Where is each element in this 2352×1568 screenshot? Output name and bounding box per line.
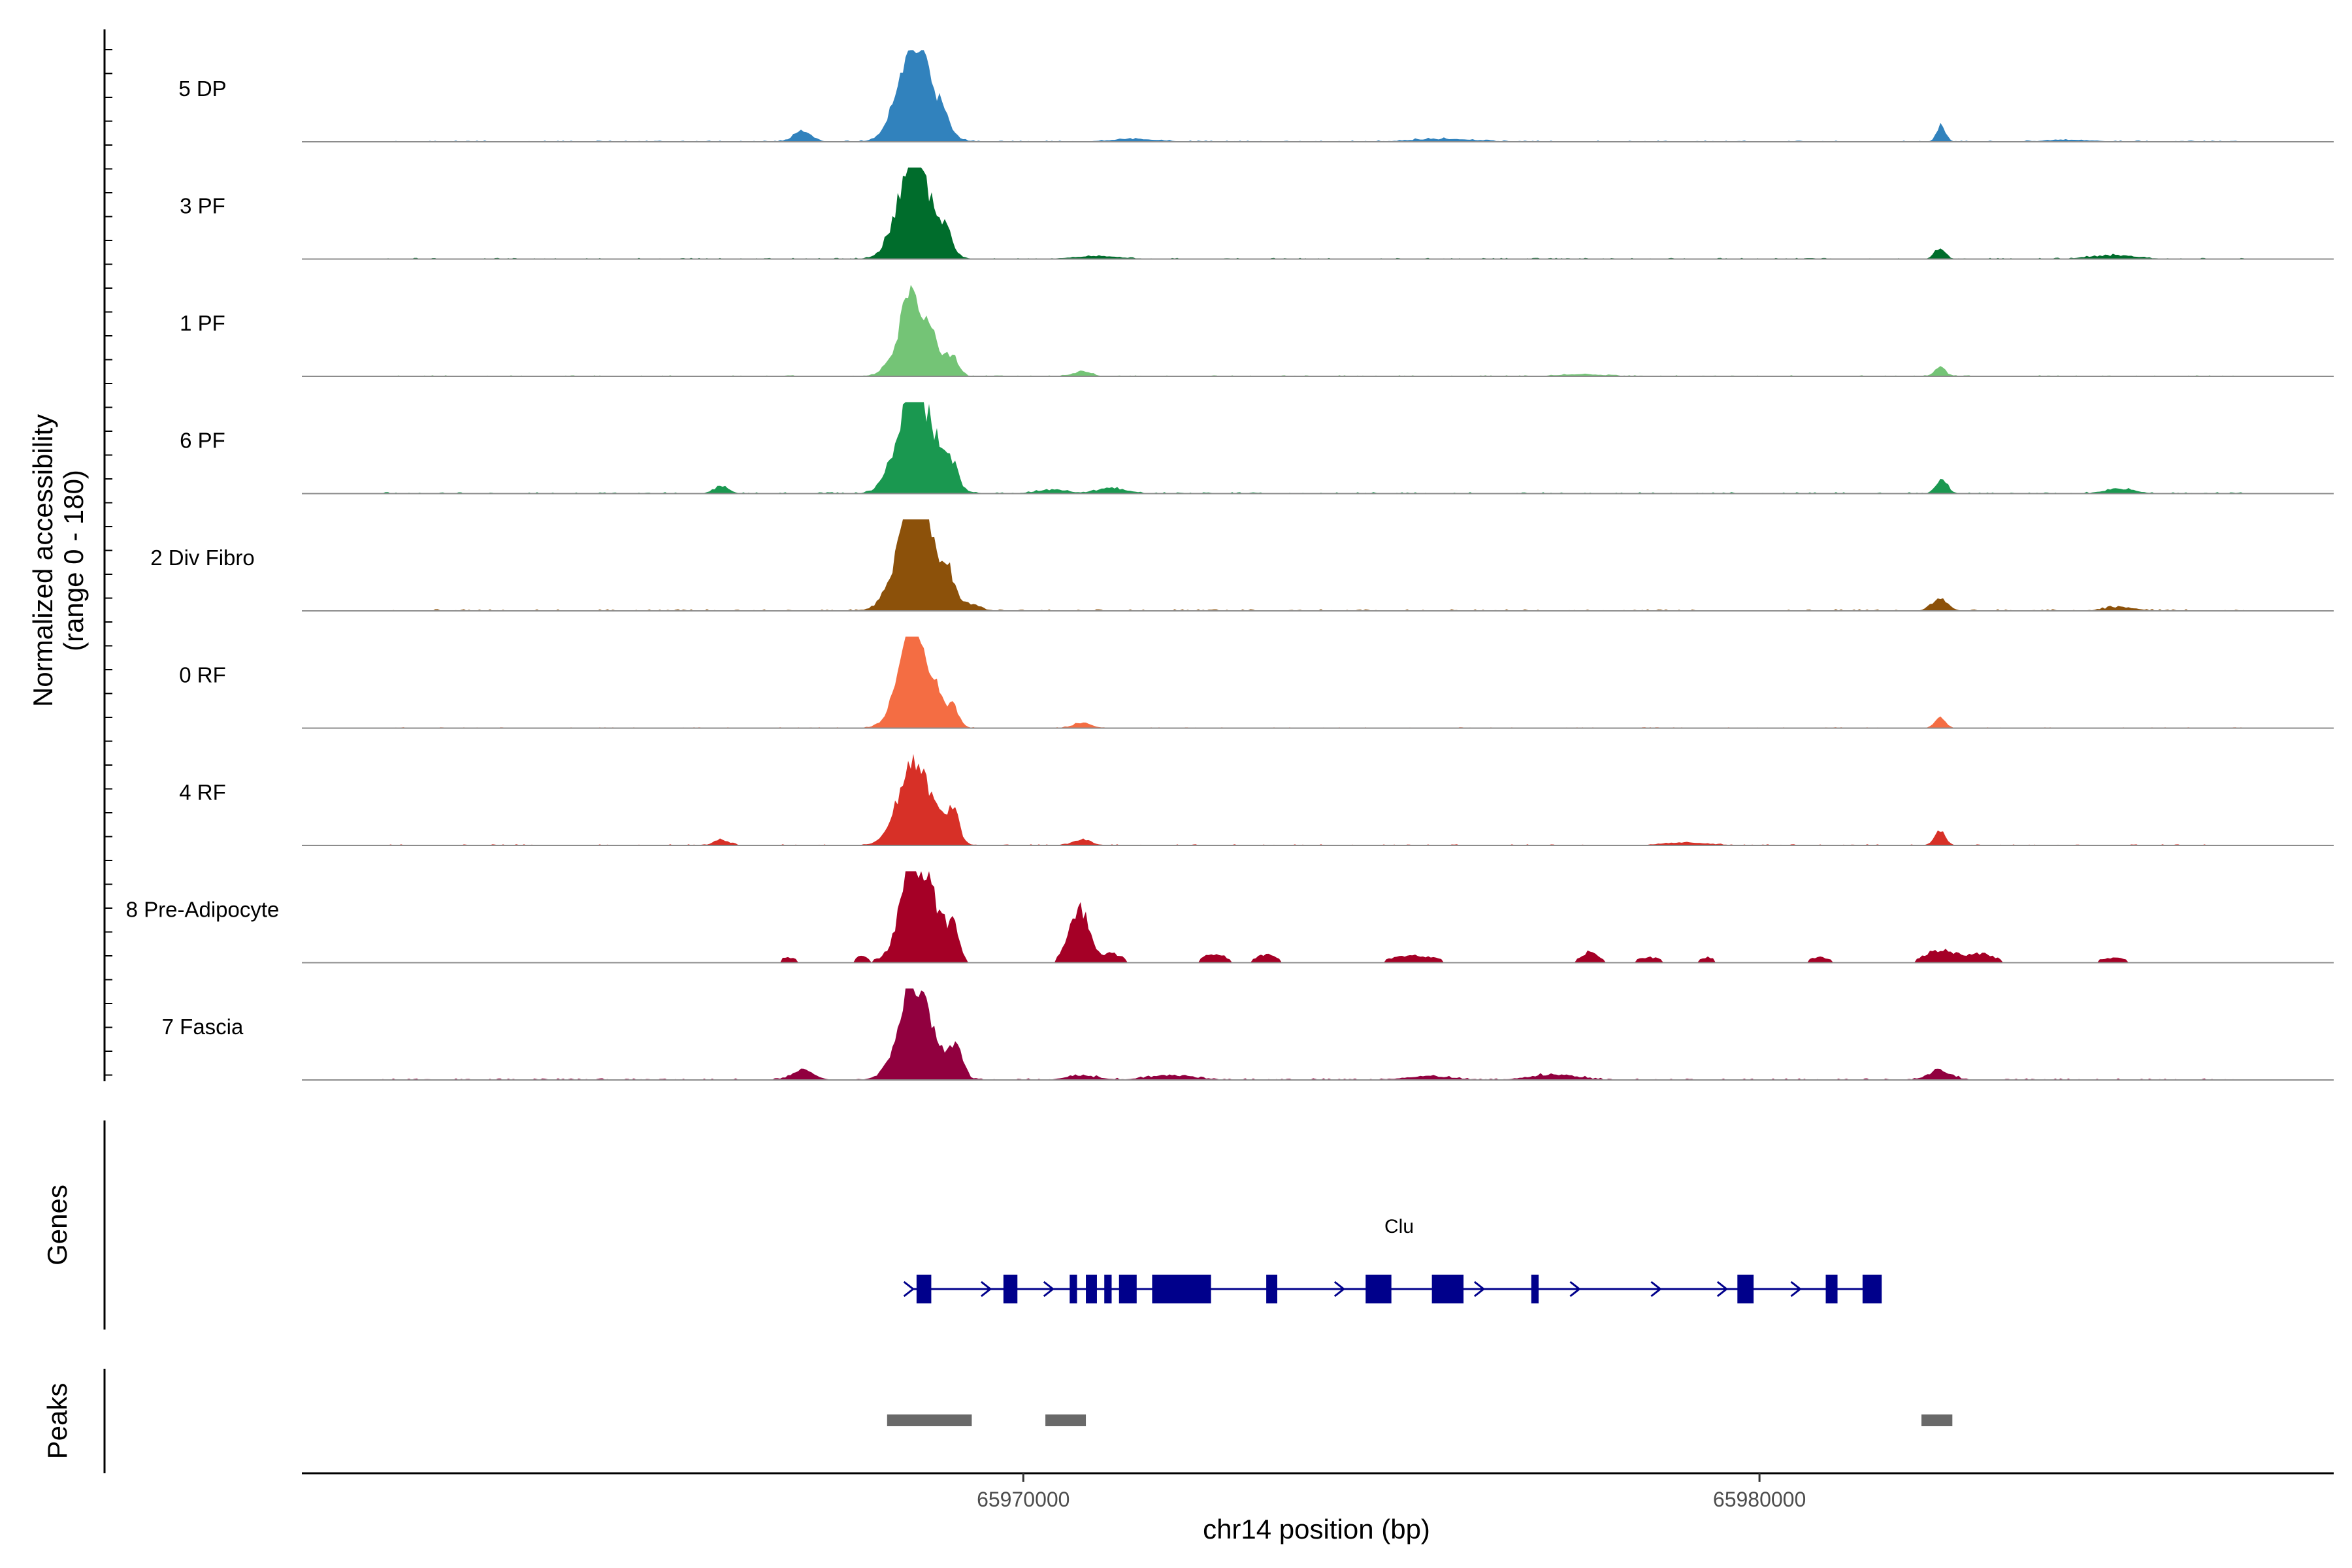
genes-panel-label: Genes (42, 1184, 73, 1266)
track-2: 1 PF (180, 285, 2334, 377)
gene-exon (1862, 1275, 1882, 1303)
peak-region (1045, 1414, 1086, 1426)
track-5: 0 RF (179, 636, 2334, 729)
gene-exon (1003, 1275, 1018, 1303)
gene-track: Clu (903, 1216, 1882, 1303)
track-label-6: 4 RF (179, 780, 226, 804)
peak-region (1921, 1414, 1953, 1426)
coverage-area-3 (302, 402, 2334, 494)
gene-exon (1086, 1275, 1097, 1303)
gene-exon (1737, 1275, 1754, 1303)
gene-strand-arrow (981, 1281, 992, 1298)
gene-strand-arrow (1043, 1281, 1055, 1298)
coverage-area-6 (302, 754, 2334, 845)
x-axis-title: chr14 position (bp) (1203, 1514, 1430, 1544)
gene-exon (1104, 1275, 1112, 1303)
track-label-0: 5 DP (178, 76, 226, 101)
gene-strand-arrow (1650, 1281, 1662, 1298)
track-8: 7 Fascia (162, 988, 2334, 1081)
coverage-area-8 (302, 988, 2334, 1080)
track-4: 2 Div Fibro (150, 519, 2334, 612)
gene-exon (1531, 1275, 1539, 1303)
coverage-area-1 (302, 167, 2334, 259)
y-axis-title-line-1: Normalized accessibility (27, 414, 58, 707)
peaks-panel-label: Peaks (42, 1383, 73, 1460)
gene-strand-arrow (1333, 1281, 1346, 1298)
track-3: 6 PF (180, 402, 2334, 495)
gene-exon (1266, 1275, 1278, 1303)
gene-strand-arrow (1569, 1281, 1581, 1298)
track-label-2: 1 PF (180, 311, 225, 335)
track-label-4: 2 Div Fibro (150, 546, 255, 570)
gene-exon (1152, 1275, 1211, 1303)
track-0: 5 DP (178, 50, 2334, 142)
coverage-area-2 (302, 285, 2334, 376)
gene-strand-arrow (1790, 1281, 1802, 1298)
x-axis-ticks: 65970000 65980000 (977, 1473, 1806, 1511)
gene-strand-arrow (1473, 1281, 1486, 1298)
x-tick-label: 65980000 (1713, 1488, 1806, 1511)
track-1: 3 PF (180, 167, 2334, 260)
y-axis-ticks (105, 49, 112, 1076)
track-label-3: 6 PF (180, 429, 225, 453)
track-label-7: 8 Pre-Adipocyte (126, 898, 280, 922)
track-6: 4 RF (179, 754, 2334, 846)
track-label-8: 7 Fascia (162, 1015, 244, 1039)
gene-exon (1365, 1275, 1392, 1303)
track-7: 8 Pre-Adipocyte (126, 871, 2334, 964)
coverage-area-4 (302, 519, 2334, 611)
coverage-area-7 (302, 871, 2334, 963)
track-label-1: 3 PF (180, 194, 225, 218)
peak-region (887, 1414, 972, 1426)
gene-exon (1825, 1275, 1838, 1303)
x-tick-label: 65970000 (977, 1488, 1070, 1511)
peaks-track (887, 1414, 1953, 1426)
gene-exon (916, 1275, 932, 1303)
track-label-5: 0 RF (179, 663, 226, 687)
gene-exon (1431, 1275, 1464, 1303)
gene-exon (1119, 1275, 1137, 1303)
coverage-tracks: 5 DP 3 PF 1 PF 6 PF 2 Div Fibro 0 RF 4 RF 8 Pre… (126, 50, 2334, 1081)
gene-strand-arrow (1716, 1281, 1729, 1298)
gene-name-label: Clu (1384, 1216, 1414, 1237)
coverage-area-5 (302, 636, 2334, 728)
gene-exon (1070, 1275, 1077, 1303)
gene-strand-arrow (903, 1281, 915, 1298)
coverage-area-0 (302, 50, 2334, 142)
y-axis-title-line-2: (range 0 - 180) (58, 470, 89, 651)
